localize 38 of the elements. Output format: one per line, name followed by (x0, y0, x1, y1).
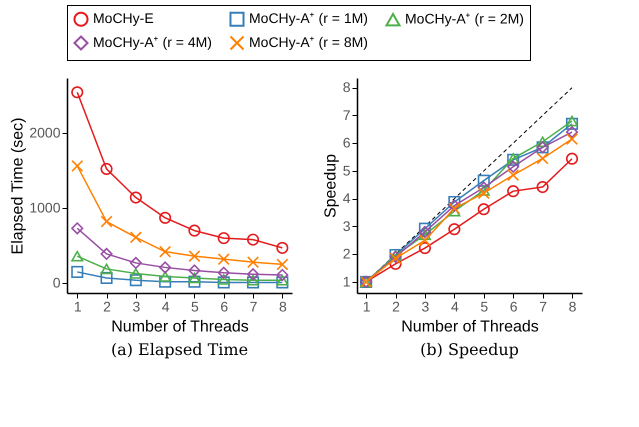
x-tick-label: 3 (422, 298, 430, 314)
x-tick-label: 4 (162, 298, 170, 314)
legend-label: MoCHy-A⁺ (r = 2M) (405, 10, 524, 27)
y-tick-label: 3 (342, 218, 351, 234)
y-tick-label: 1000 (29, 200, 61, 216)
y-tick-label: 5 (342, 162, 351, 178)
x-tick-label: 6 (510, 298, 518, 314)
x-axis-title: Number of Threads (111, 318, 249, 336)
x-tick-label: 7 (539, 298, 548, 314)
x-tick-label: 2 (103, 298, 112, 314)
y-axis-title: Speedup (322, 154, 340, 218)
x-tick-label: 6 (220, 298, 228, 314)
x-tick-label: 5 (480, 298, 488, 314)
x-tick-label: 8 (278, 298, 287, 314)
y-tick-label: 4 (342, 190, 351, 206)
y-tick-label: 7 (342, 106, 351, 123)
text: (a) Elapsed Time (110, 340, 248, 359)
x-axis-title: Number of Threads (401, 318, 539, 336)
legend-label: MoCHy-A⁺ (r = 4M) (93, 34, 212, 50)
y-tick-label: 2 (342, 246, 351, 262)
text: (b) Speedup (420, 340, 519, 359)
y-tick-label: 6 (342, 134, 351, 151)
x-tick-label: 4 (450, 298, 459, 314)
legend-label: MoCHy-A⁺ (r = 1M) (249, 10, 368, 26)
x-tick-label: 3 (132, 298, 140, 314)
x-tick-label: 5 (191, 298, 200, 314)
x-tick-label: 7 (250, 298, 258, 314)
legend-label: MoCHy-A⁺ (r = 8M) (249, 34, 368, 50)
legend-label: MoCHy-E (93, 10, 154, 26)
y-tick-label: 0 (52, 274, 61, 291)
y-axis-title: Elapsed Time (sec) (9, 118, 26, 254)
x-tick-label: 8 (568, 298, 577, 314)
x-tick-label: 1 (362, 298, 371, 314)
y-tick-label: 1 (342, 273, 351, 290)
y-tick-label: 2000 (29, 124, 61, 140)
y-tick-label: 8 (342, 79, 351, 96)
x-tick-label: 1 (74, 298, 82, 314)
x-tick-label: 2 (392, 298, 400, 314)
